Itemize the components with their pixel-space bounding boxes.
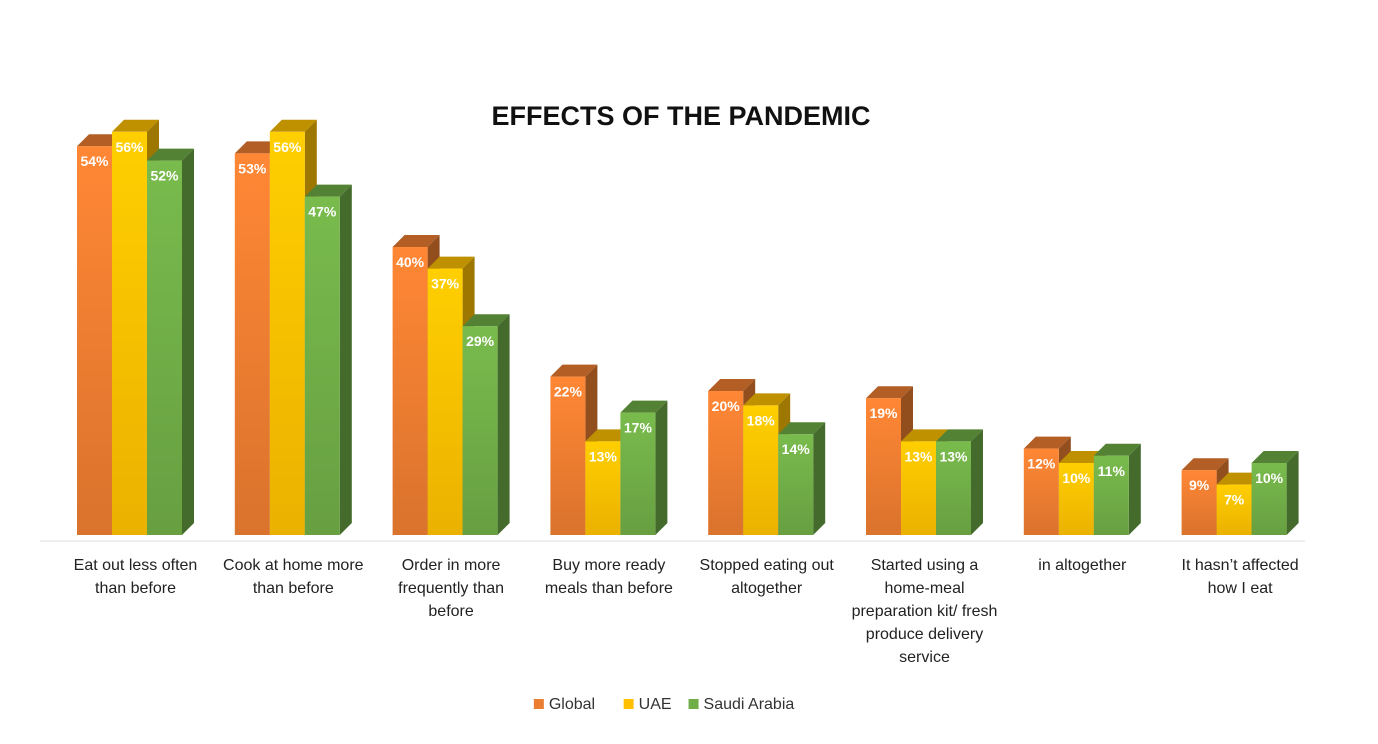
x-tick-label: Eat out less often than before — [73, 557, 198, 597]
bar-top — [708, 379, 756, 391]
bar — [77, 146, 112, 535]
bar-side — [497, 314, 510, 535]
bar-top — [112, 119, 159, 132]
bar — [112, 131, 147, 536]
bar — [866, 398, 901, 535]
value-label: 14% — [782, 441, 811, 457]
bar-side — [1128, 443, 1141, 535]
x-tick-label: Buy more ready meals than before — [544, 557, 673, 597]
bar — [1023, 448, 1059, 535]
legend-label: UAE — [639, 696, 672, 713]
bar — [936, 441, 971, 535]
bar — [743, 405, 779, 535]
value-label: 13% — [904, 448, 933, 464]
value-label: 13% — [939, 448, 968, 464]
bar — [550, 376, 586, 535]
value-label: 56% — [273, 139, 302, 155]
bar — [234, 153, 270, 535]
x-tick-label: in altogether — [1038, 557, 1127, 574]
bar-top — [901, 429, 948, 442]
bar — [1058, 463, 1094, 535]
bar-top — [269, 119, 317, 132]
x-tick-label: It hasn’t affected how I eat — [1181, 557, 1299, 597]
value-label: 9% — [1189, 477, 1210, 493]
bar-top — [550, 364, 598, 377]
bar — [392, 247, 428, 535]
bar-top — [147, 148, 194, 161]
value-label: 47% — [308, 204, 337, 220]
chart-title: EFFECTS OF THE PANDEMIC — [491, 101, 870, 131]
bar — [269, 131, 305, 536]
bar-side — [182, 148, 194, 535]
bar-top — [1251, 451, 1299, 463]
bar-top — [427, 256, 475, 269]
bar-top — [304, 184, 352, 197]
bar — [585, 441, 621, 535]
value-label: 22% — [554, 384, 583, 400]
bar-side — [655, 400, 668, 535]
value-label: 11% — [1098, 463, 1126, 479]
value-label: 56% — [115, 139, 144, 155]
value-label: 54% — [80, 153, 109, 169]
bar — [1181, 470, 1217, 535]
legend-label: Global — [549, 696, 595, 713]
value-label: 12% — [1027, 456, 1056, 472]
value-label: 18% — [747, 412, 776, 428]
bar — [427, 268, 463, 535]
bar — [1093, 455, 1129, 535]
bar-top — [462, 314, 510, 327]
x-tick-label: Order in more frequently than before — [398, 557, 505, 620]
bar-top — [1181, 458, 1229, 471]
bar — [620, 412, 656, 535]
bar-side — [339, 184, 352, 535]
bar-top — [1023, 436, 1071, 449]
bar — [708, 391, 744, 535]
bar — [462, 326, 498, 535]
bar-top — [620, 400, 668, 413]
value-label: 20% — [712, 398, 741, 414]
bar-top — [743, 393, 791, 406]
legend-swatch — [623, 699, 634, 709]
bar-side — [813, 422, 826, 535]
bar — [778, 434, 814, 535]
value-label: 52% — [150, 168, 179, 184]
value-label: 10% — [1255, 470, 1284, 486]
value-label: 29% — [466, 333, 495, 349]
value-label: 17% — [624, 420, 653, 436]
bar — [901, 441, 936, 535]
bar-top — [1093, 443, 1141, 456]
bar-side — [1286, 451, 1299, 535]
value-label: 10% — [1062, 470, 1091, 486]
x-tick-label: Stopped eating out altogether — [699, 557, 834, 597]
bar — [147, 160, 182, 535]
value-label: 19% — [869, 405, 898, 421]
bar-side — [971, 429, 983, 535]
bar-top — [936, 429, 983, 442]
bar-top — [866, 386, 913, 399]
x-tick-label: Started using a home-meal preparation ki… — [851, 557, 998, 666]
legend-swatch — [688, 699, 699, 709]
bar-top — [392, 235, 440, 247]
bar-top — [778, 422, 826, 435]
bar — [304, 196, 340, 535]
value-label: 53% — [238, 160, 267, 176]
x-tick-label: Cook at home more than before — [223, 557, 364, 597]
value-label: 7% — [1224, 492, 1245, 508]
bar — [1216, 484, 1252, 535]
value-label: 37% — [431, 276, 460, 292]
legend-swatch — [533, 699, 544, 709]
bar — [1251, 463, 1287, 535]
value-label: 13% — [589, 448, 618, 464]
legend-label: Saudi Arabia — [704, 696, 795, 713]
value-label: 40% — [396, 254, 425, 270]
